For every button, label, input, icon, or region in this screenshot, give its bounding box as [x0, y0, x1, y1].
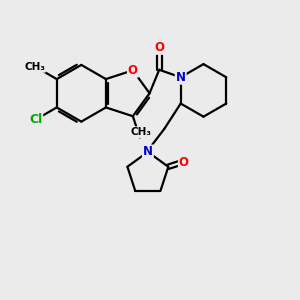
Text: O: O — [128, 64, 138, 77]
Text: O: O — [154, 41, 164, 54]
Text: CH₃: CH₃ — [131, 127, 152, 137]
Text: O: O — [179, 156, 189, 169]
Text: Cl: Cl — [29, 113, 42, 126]
Text: CH₃: CH₃ — [24, 62, 45, 72]
Text: N: N — [143, 146, 153, 158]
Text: N: N — [176, 71, 186, 84]
